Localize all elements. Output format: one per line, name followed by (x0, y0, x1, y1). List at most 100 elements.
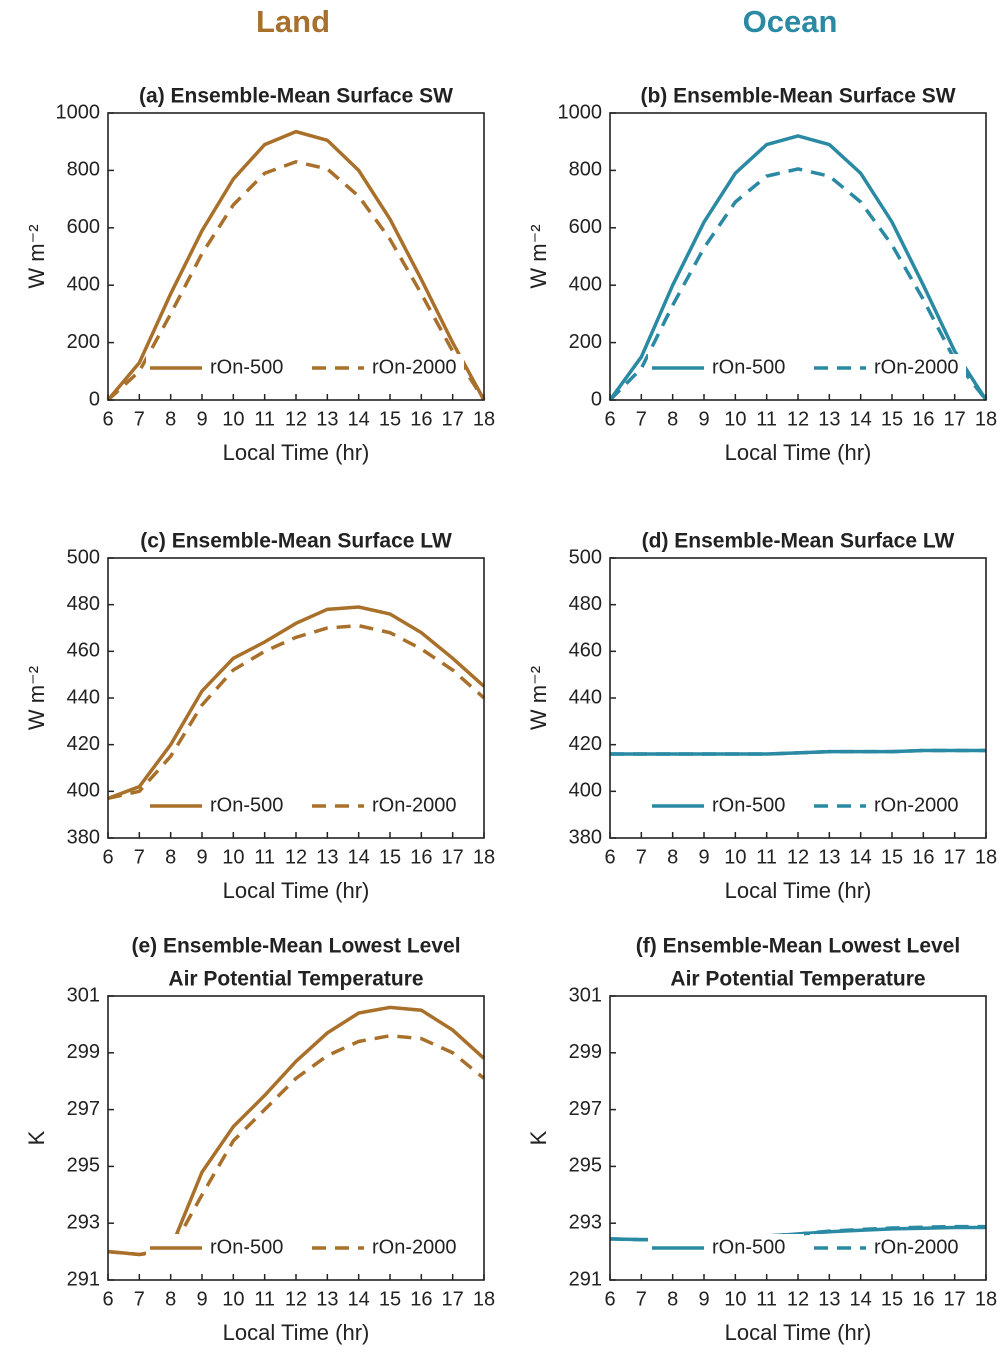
chart-title: (c) Ensemble-Mean Surface LW (140, 530, 452, 553)
x-tick-label: 11 (756, 846, 777, 868)
chart-title: Air Potential Temperature (168, 968, 423, 991)
legend-label: rOn-500 (712, 1236, 785, 1258)
legend-background (308, 792, 464, 820)
y-tick-label: 380 (569, 826, 602, 848)
chart-title: (e) Ensemble-Mean Lowest Level (131, 935, 460, 958)
x-tick-label: 7 (636, 846, 647, 868)
x-tick-label: 15 (379, 408, 401, 430)
plot-frame (609, 112, 987, 401)
y-axis-label: K (526, 1130, 551, 1145)
x-tick-label: 7 (636, 408, 647, 430)
plot-frame (609, 557, 987, 839)
y-tick-label: 299 (569, 1041, 602, 1063)
series-line (107, 623, 486, 801)
legend-label: rOn-2000 (372, 794, 457, 816)
x-tick-label: 12 (285, 408, 307, 430)
plot-frame (107, 112, 485, 401)
y-axis-label: K (24, 1130, 49, 1145)
x-tick-label: 10 (222, 408, 244, 430)
y-tick-label: 301 (67, 984, 100, 1006)
y-tick-label: 400 (67, 780, 100, 802)
y-axis-label: W m⁻² (526, 224, 551, 288)
x-axis-label: Local Time (hr) (223, 1320, 370, 1345)
x-tick-label: 13 (316, 408, 338, 430)
x-tick-label: 12 (787, 408, 809, 430)
x-tick-label: 18 (473, 1288, 495, 1310)
x-tick-label: 7 (134, 846, 145, 868)
y-tick-label: 1000 (558, 101, 603, 123)
x-tick-label: 9 (698, 846, 709, 868)
y-tick-label: 293 (67, 1211, 100, 1233)
x-tick-label: 13 (818, 1288, 840, 1310)
y-tick-label: 293 (569, 1211, 602, 1233)
x-axis-label: Local Time (hr) (725, 1320, 872, 1345)
y-tick-label: 420 (569, 733, 602, 755)
y-tick-label: 400 (67, 273, 100, 295)
y-tick-label: 1000 (56, 101, 101, 123)
x-tick-label: 14 (850, 846, 872, 868)
x-tick-label: 17 (442, 846, 464, 868)
x-tick-label: 7 (134, 408, 145, 430)
x-tick-label: 11 (254, 408, 275, 430)
x-tick-label: 15 (379, 1288, 401, 1310)
y-tick-label: 480 (67, 593, 100, 615)
x-tick-label: 8 (165, 408, 176, 430)
y-tick-label: 420 (67, 733, 100, 755)
y-axis-label: W m⁻² (24, 666, 49, 730)
legend-background (810, 792, 966, 820)
x-tick-label: 15 (881, 1288, 903, 1310)
x-tick-label: 6 (604, 846, 615, 868)
x-tick-label: 17 (442, 408, 464, 430)
y-tick-label: 200 (569, 331, 602, 353)
series-line (608, 167, 988, 402)
x-tick-label: 12 (285, 1288, 307, 1310)
legend-background (308, 354, 464, 382)
y-tick-label: 800 (569, 159, 602, 181)
x-tick-label: 6 (102, 846, 113, 868)
x-tick-label: 6 (604, 408, 615, 430)
x-tick-label: 17 (944, 1288, 966, 1310)
x-tick-label: 16 (410, 408, 432, 430)
x-tick-label: 13 (818, 408, 840, 430)
x-tick-label: 13 (818, 846, 840, 868)
series-line (610, 748, 986, 756)
legend-label: rOn-2000 (372, 1236, 457, 1258)
x-tick-label: 8 (667, 408, 678, 430)
plot-frame (609, 995, 987, 1281)
y-tick-label: 480 (569, 593, 602, 615)
y-tick-label: 500 (569, 546, 602, 568)
x-tick-label: 18 (975, 846, 997, 868)
x-tick-label: 14 (850, 408, 872, 430)
legend-label: rOn-2000 (874, 356, 959, 378)
y-tick-label: 0 (89, 388, 100, 410)
x-tick-label: 14 (348, 408, 370, 430)
x-tick-label: 10 (724, 846, 746, 868)
y-tick-label: 301 (569, 984, 602, 1006)
column-header: Land (256, 4, 330, 39)
x-tick-label: 6 (102, 1288, 113, 1310)
legend-label: rOn-500 (712, 356, 785, 378)
y-tick-label: 380 (67, 826, 100, 848)
y-tick-label: 291 (569, 1268, 602, 1290)
legend-label: rOn-500 (210, 794, 283, 816)
x-tick-label: 11 (756, 408, 777, 430)
series-line (608, 134, 988, 402)
legend-label: rOn-500 (210, 356, 283, 378)
x-tick-label: 10 (724, 1288, 746, 1310)
x-tick-label: 9 (196, 408, 207, 430)
y-tick-label: 200 (67, 331, 100, 353)
y-tick-label: 297 (569, 1098, 602, 1120)
y-tick-label: 600 (569, 216, 602, 238)
x-tick-label: 15 (881, 846, 903, 868)
x-tick-label: 8 (165, 846, 176, 868)
series-line (107, 1033, 486, 1257)
y-tick-label: 440 (569, 686, 602, 708)
x-tick-label: 17 (944, 846, 966, 868)
x-tick-label: 17 (442, 1288, 464, 1310)
x-tick-label: 18 (473, 408, 495, 430)
x-tick-label: 12 (285, 846, 307, 868)
x-tick-label: 18 (975, 408, 997, 430)
x-tick-label: 11 (254, 846, 275, 868)
plot-frame (107, 995, 485, 1281)
